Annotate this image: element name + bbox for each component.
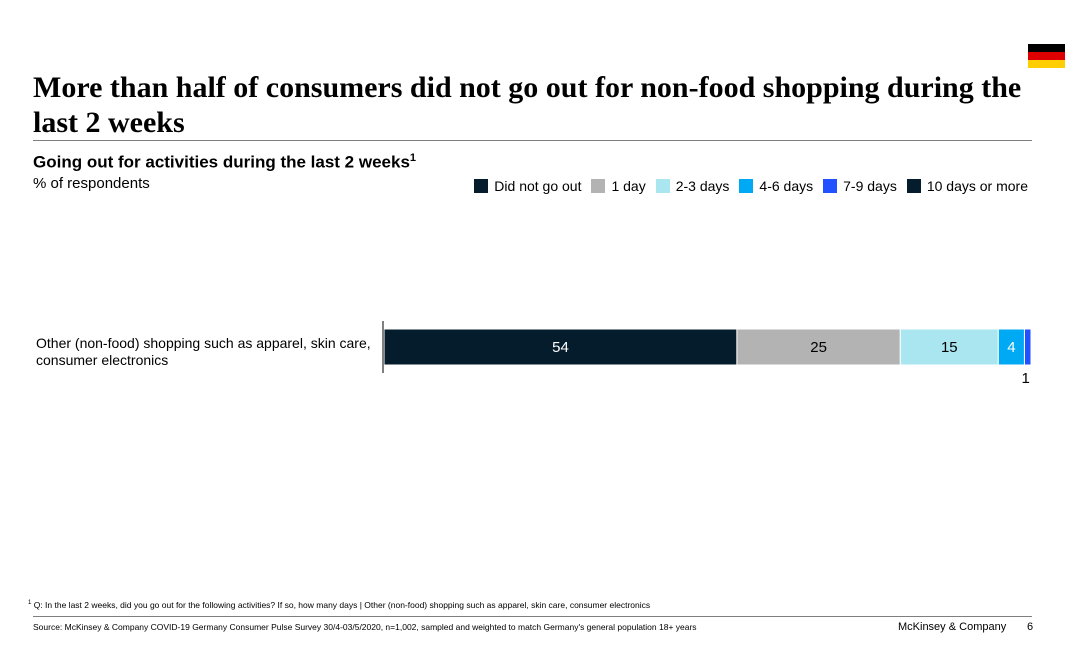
- chart-title: Going out for activities during the last…: [33, 152, 416, 173]
- legend-swatch: [906, 179, 921, 193]
- legend-item: Did not go out: [474, 178, 581, 194]
- legend-item: 10 days or more: [906, 178, 1028, 194]
- chart-title-text: Going out for activities during the last…: [33, 152, 410, 172]
- legend-item: 1 day: [591, 178, 646, 194]
- page-title: More than half of consumers did not go o…: [33, 71, 1022, 139]
- legend-item: 4-6 days: [739, 178, 813, 194]
- data-label: 1: [1022, 370, 1030, 387]
- legend-item: 2-3 days: [655, 178, 730, 194]
- chart-subtitle: % of respondents: [33, 175, 150, 192]
- legend-label: 1 day: [611, 178, 646, 194]
- legend-swatch: [591, 179, 606, 193]
- legend-label: 10 days or more: [926, 178, 1028, 194]
- data-label: 4: [1007, 339, 1015, 356]
- chart-legend: Did not go out 1 day 2-3 days 4-6 days 7-9 d…: [464, 178, 1028, 194]
- flag-stripe-black: [1028, 44, 1065, 52]
- data-label: 15: [941, 339, 958, 356]
- data-label: 25: [810, 339, 827, 356]
- legend-label: Did not go out: [494, 178, 582, 194]
- source-note: Source: McKinsey & Company COVID-19 Germ…: [33, 622, 697, 632]
- bar-segment: [1023, 328, 1032, 366]
- legend-swatch: [474, 179, 489, 193]
- footnote-marker: 1: [28, 600, 32, 607]
- legend-label: 2-3 days: [675, 178, 730, 194]
- bar-segment: [997, 328, 1025, 366]
- legend-item: 7-9 days: [823, 178, 897, 194]
- footnote-text: Q: In the last 2 weeks, did you go out f…: [33, 600, 651, 610]
- footer-divider: [33, 616, 1032, 617]
- data-label: 54: [552, 339, 569, 356]
- bar-segment: [736, 328, 901, 366]
- legend-label: 4-6 days: [759, 178, 814, 194]
- legend-swatch: [655, 179, 670, 193]
- title-divider: [33, 140, 1032, 141]
- legend-label: 7-9 days: [843, 178, 897, 194]
- legend-swatch: [823, 179, 838, 193]
- flag-stripe-gold: [1028, 60, 1065, 68]
- footnote: 1 Q: In the last 2 weeks, did you go out…: [28, 600, 650, 610]
- germany-flag-icon: [1028, 44, 1065, 68]
- page-number: 6: [1027, 621, 1034, 633]
- brand-name: McKinsey & Company: [898, 621, 1007, 633]
- legend-swatch: [739, 179, 754, 193]
- category-label: Other (non-food) shopping such as appare…: [36, 335, 371, 368]
- chart-title-footnote-marker: 1: [409, 152, 417, 164]
- flag-stripe-red: [1028, 52, 1065, 60]
